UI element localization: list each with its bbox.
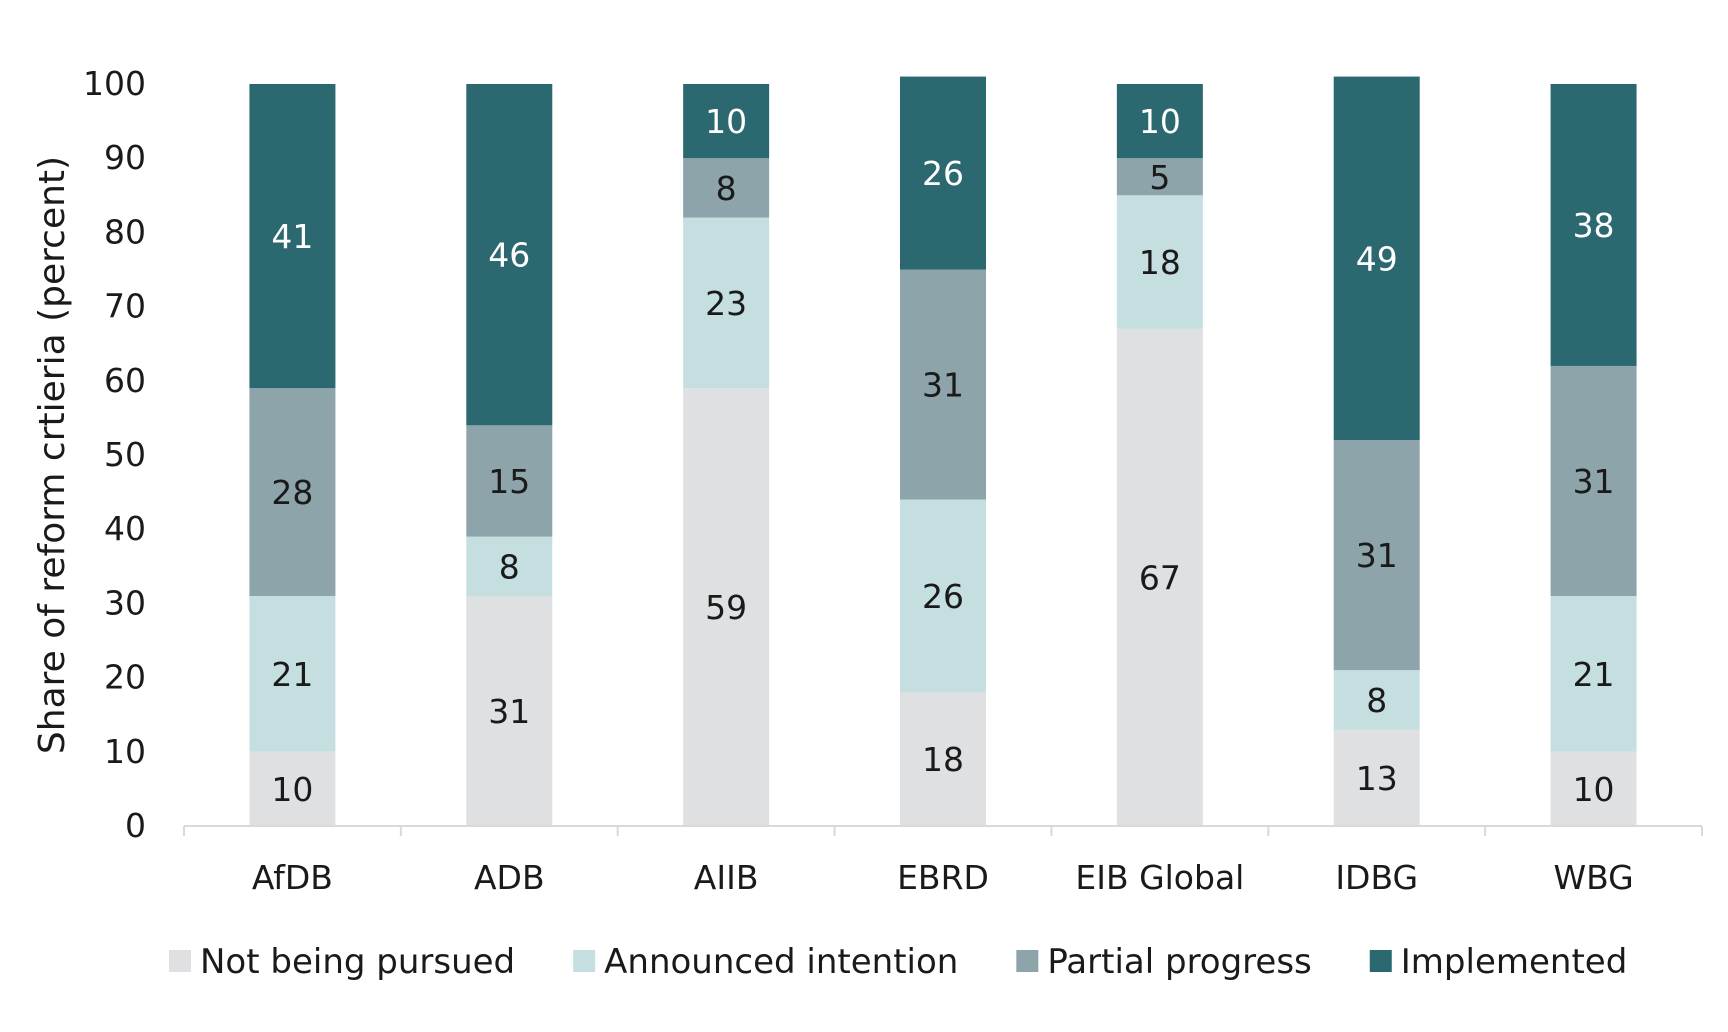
- data-label: 31: [1573, 462, 1615, 501]
- data-label: 10: [271, 770, 313, 809]
- data-label: 5: [1149, 158, 1170, 197]
- data-labels-group: 10 21 28 41 31 8 15 46 59 23 8 10 18 26 31 26 67 18 5 10 13 8…: [271, 102, 1614, 809]
- x-axis: AfDB ADB AIIB EBRD EIB Global IDBG WBG: [183, 825, 1703, 897]
- bar-segment: [1116, 158, 1203, 196]
- y-tick-label: 60: [104, 361, 146, 400]
- data-label: 13: [1356, 759, 1398, 798]
- bar-segment: [466, 595, 553, 826]
- y-axis-title-group: Share of reform crtieria (percent): [32, 156, 73, 754]
- y-tick-label: 80: [104, 212, 146, 251]
- bar-segment: [466, 425, 553, 537]
- bar-segment: [249, 84, 336, 389]
- bar-segment: [1333, 76, 1420, 441]
- bar-segment: [683, 84, 770, 159]
- legend-swatch: [573, 950, 596, 972]
- y-tick-label: 20: [104, 658, 146, 697]
- legend: Not being pursued Announced intention Part…: [169, 942, 1627, 982]
- bar-segment: [1116, 84, 1203, 159]
- data-label: 8: [716, 169, 737, 208]
- x-category-label: EIB Global: [1075, 858, 1244, 897]
- legend-swatch: [1369, 950, 1392, 972]
- bar-segment: [683, 158, 770, 218]
- data-label: 21: [271, 655, 313, 694]
- data-label: 31: [1356, 536, 1398, 575]
- data-label: 21: [1573, 655, 1615, 694]
- legend-label: Implemented: [1401, 942, 1628, 982]
- bar-segment: [466, 536, 553, 596]
- data-label: 10: [705, 102, 747, 141]
- x-category-label: ADB: [474, 858, 545, 897]
- data-label: 15: [488, 462, 530, 501]
- legend-swatch: [1016, 950, 1039, 972]
- x-category-label: AfDB: [252, 858, 333, 897]
- y-tick-label: 40: [104, 509, 146, 548]
- data-label: 23: [705, 284, 747, 323]
- data-label: 28: [271, 473, 313, 512]
- data-label: 8: [499, 547, 520, 586]
- bar-segment: [900, 692, 986, 826]
- y-tick-label: 30: [104, 583, 146, 622]
- legend-label: Announced intention: [604, 942, 958, 982]
- bar-segment: [1333, 440, 1420, 671]
- bar-segment: [1333, 670, 1420, 730]
- bar-segment: [249, 388, 336, 596]
- bar-segment: [900, 269, 986, 500]
- bar-segment: [1116, 195, 1203, 329]
- y-tick-label: 0: [125, 806, 146, 845]
- data-label: 10: [1139, 102, 1181, 141]
- bars-group: [249, 76, 1637, 826]
- bar-segment: [1550, 365, 1637, 596]
- data-label: 67: [1139, 558, 1181, 597]
- bar-segment: [1550, 595, 1637, 752]
- data-label: 10: [1573, 770, 1615, 809]
- y-tick-label: 90: [104, 138, 146, 177]
- legend-label: Not being pursued: [200, 942, 515, 982]
- bar-segment: [1116, 328, 1203, 826]
- data-label: 31: [922, 366, 964, 405]
- y-tick-label: 10: [104, 732, 146, 771]
- data-label: 31: [488, 692, 530, 731]
- data-label: 18: [922, 740, 964, 779]
- bar-segment: [683, 388, 770, 826]
- data-label: 38: [1573, 206, 1615, 245]
- bar-segment: [466, 84, 553, 426]
- bar-segment: [249, 751, 336, 826]
- bar-segment: [683, 217, 770, 389]
- data-label: 49: [1356, 239, 1398, 278]
- data-label: 41: [271, 217, 313, 256]
- data-label: 26: [922, 154, 964, 193]
- y-tick-label: 100: [83, 64, 146, 103]
- y-axis-ticks: 0 10 20 30 40 50 60 70 80 90 100: [83, 64, 146, 845]
- y-tick-label: 50: [104, 435, 146, 474]
- x-category-label: EBRD: [897, 858, 989, 897]
- bar-segment: [900, 76, 986, 270]
- legend-label: Partial progress: [1047, 942, 1311, 982]
- legend-swatch: [169, 950, 191, 972]
- data-label: 46: [488, 236, 530, 275]
- bar-segment: [900, 499, 986, 693]
- x-category-label: WBG: [1553, 858, 1633, 897]
- x-category-label: IDBG: [1335, 858, 1418, 897]
- bar-segment: [1550, 84, 1637, 366]
- y-axis-title: Share of reform crtieria (percent): [32, 156, 73, 754]
- y-tick-label: 70: [104, 287, 146, 326]
- data-label: 59: [705, 588, 747, 627]
- x-category-label: AIIB: [694, 858, 759, 897]
- bar-segment: [1333, 729, 1420, 826]
- bar-segment: [1550, 751, 1637, 826]
- data-label: 8: [1366, 681, 1387, 720]
- bar-segment: [249, 595, 336, 752]
- data-label: 18: [1139, 243, 1181, 282]
- data-label: 26: [922, 577, 964, 616]
